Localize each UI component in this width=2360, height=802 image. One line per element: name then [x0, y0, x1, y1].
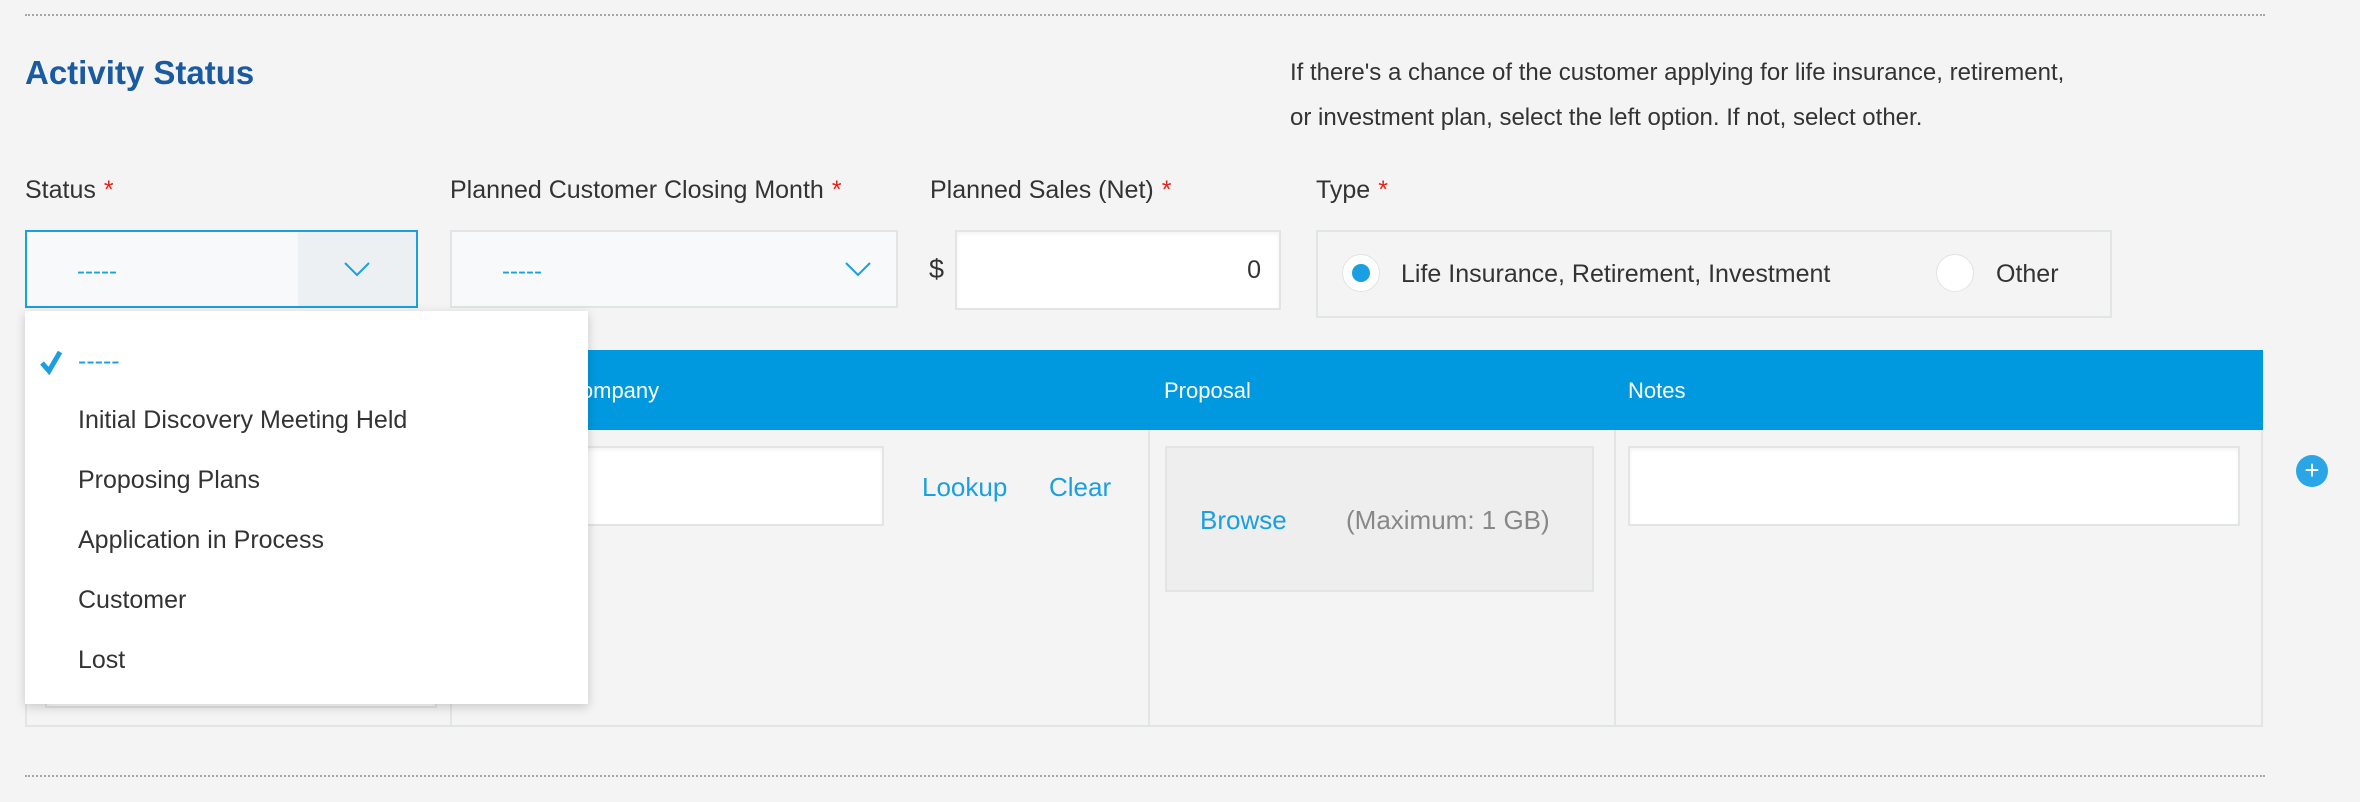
- lookup-link[interactable]: Lookup: [922, 472, 1008, 502]
- chevron-down-icon[interactable]: [820, 232, 896, 306]
- radio-life-insurance[interactable]: [1342, 254, 1380, 292]
- status-select[interactable]: -----: [25, 230, 418, 308]
- dropdown-option[interactable]: Application in Process: [78, 526, 324, 554]
- dropdown-option[interactable]: Initial Discovery Meeting Held: [78, 406, 408, 434]
- status-label: Status *: [25, 176, 114, 204]
- type-radio-group: Life Insurance, Retirement, Investment O…: [1316, 230, 2112, 318]
- dropdown-option[interactable]: Customer: [78, 586, 187, 614]
- currency-symbol: $: [929, 254, 945, 284]
- status-dropdown-menu: ----- Initial Discovery Meeting Held Pro…: [25, 311, 588, 704]
- bottom-divider: [25, 775, 2265, 777]
- header-proposal: Proposal: [1164, 378, 1251, 403]
- radio-label-life-insurance[interactable]: Life Insurance, Retirement, Investment: [1401, 260, 1831, 288]
- planned-sales-input[interactable]: 0: [955, 230, 1281, 310]
- closing-month-select[interactable]: -----: [450, 230, 898, 308]
- dropdown-option[interactable]: Lost: [78, 646, 126, 674]
- clear-link[interactable]: Clear: [1049, 472, 1112, 502]
- closing-month-label: Planned Customer Closing Month *: [450, 176, 842, 204]
- proposal-upload: Browse (Maximum: 1 GB): [1165, 446, 1594, 592]
- dropdown-option[interactable]: Proposing Plans: [78, 466, 261, 494]
- top-divider: [25, 14, 2265, 16]
- browse-link[interactable]: Browse: [1200, 505, 1287, 535]
- type-description: If there's a chance of the customer appl…: [1290, 59, 2065, 131]
- type-label: Type *: [1316, 176, 1388, 204]
- planned-sales-label: Planned Sales (Net) *: [930, 176, 1172, 204]
- notes-input[interactable]: [1628, 446, 2240, 526]
- radio-label-other[interactable]: Other: [1996, 260, 2059, 288]
- max-size-note: (Maximum: 1 GB): [1346, 505, 1550, 535]
- dropdown-option[interactable]: -----: [78, 347, 120, 375]
- section-title: Activity Status: [25, 54, 255, 91]
- chevron-down-icon[interactable]: [298, 232, 416, 306]
- radio-other[interactable]: [1936, 254, 1974, 292]
- plus-circle-icon[interactable]: +: [2296, 455, 2328, 487]
- check-icon: [39, 349, 63, 380]
- header-notes: Notes: [1628, 378, 1686, 403]
